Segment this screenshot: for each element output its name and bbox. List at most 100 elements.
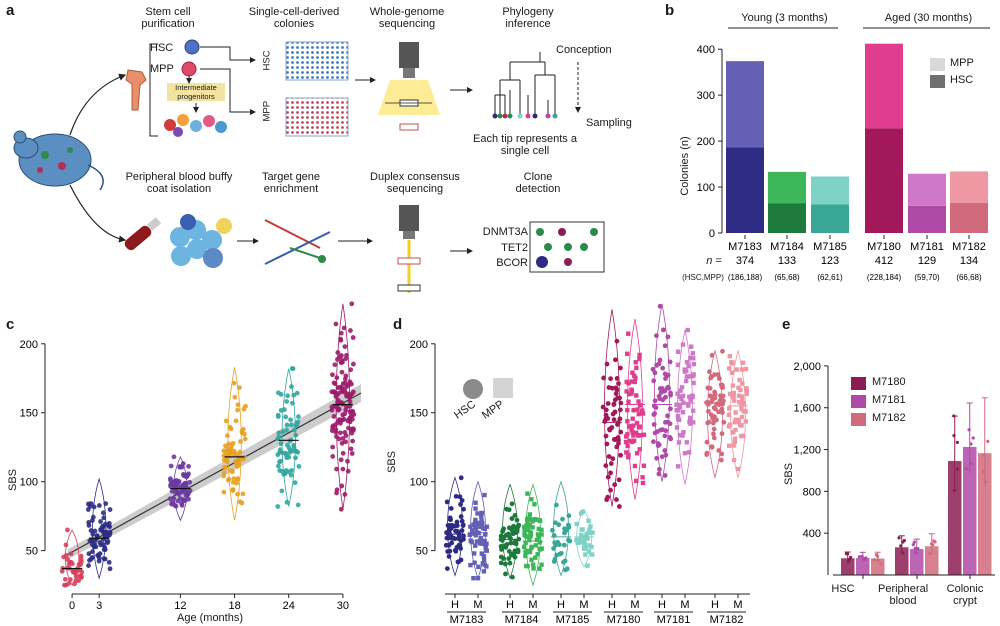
e-ytick-label-1: 800 xyxy=(803,486,821,498)
d-point-mpp xyxy=(691,356,696,361)
d-point-mpp xyxy=(479,551,484,556)
d-point-mpp xyxy=(632,379,638,385)
c-point xyxy=(171,495,177,501)
d-point-mpp xyxy=(529,497,534,502)
d-point-hsc xyxy=(553,502,559,508)
d-point-mpp xyxy=(640,480,646,486)
d-point-mpp xyxy=(690,408,696,413)
d-point-mpp xyxy=(483,532,488,537)
c-point xyxy=(68,551,74,557)
d-point-mpp xyxy=(677,432,683,438)
d-point-hsc xyxy=(603,463,609,469)
d-point-mpp xyxy=(637,447,642,452)
c-point xyxy=(279,488,285,494)
c-point xyxy=(283,414,289,420)
b-split-M7184: (65,68) xyxy=(774,273,800,282)
d-point-hsc xyxy=(562,530,567,536)
d-point-mpp xyxy=(632,463,638,469)
d-point-hsc xyxy=(656,471,662,477)
d-point-mpp xyxy=(533,555,538,560)
d-point-mpp xyxy=(625,419,630,424)
d-point-mpp xyxy=(523,540,528,545)
d-violin-M7180-mpp xyxy=(627,318,643,500)
d-point-mpp xyxy=(536,526,541,532)
d-point-hsc xyxy=(667,406,673,412)
b-ytick-label-1: 100 xyxy=(697,182,715,194)
d-point-hsc xyxy=(508,540,514,546)
c-point xyxy=(342,344,348,350)
e-point xyxy=(857,555,861,559)
b-split-M7185: (62,61) xyxy=(817,273,843,282)
c-point xyxy=(183,483,189,489)
d-point-mpp xyxy=(743,366,749,372)
d-point-hsc xyxy=(657,357,663,363)
d-point-mpp xyxy=(478,535,483,541)
e-point xyxy=(913,546,917,550)
d-point-hsc xyxy=(708,374,714,380)
phylogeny-tree-icon xyxy=(494,52,556,115)
step-phylogeny: Phylogeny inference xyxy=(502,6,554,30)
d-point-hsc xyxy=(506,507,512,513)
c-point xyxy=(296,414,301,420)
d-point-hsc xyxy=(720,385,726,390)
c-xlabel: Age (months) xyxy=(176,612,244,624)
d-point-mpp xyxy=(478,541,483,546)
d-point-hsc xyxy=(563,567,568,573)
d-point-hsc xyxy=(653,405,659,410)
d-tick-m-M7184: M xyxy=(528,599,537,611)
c-point xyxy=(347,393,352,399)
c-point xyxy=(63,542,69,548)
c-point xyxy=(90,549,95,554)
d-point-mpp xyxy=(626,452,631,458)
d-point-mpp xyxy=(684,360,690,365)
d-point-hsc xyxy=(461,506,466,512)
d-point-mpp xyxy=(688,421,693,426)
d-point-hsc xyxy=(650,366,656,372)
c-point xyxy=(224,433,230,439)
c-point xyxy=(330,372,335,378)
panel-letter-d: d xyxy=(393,316,403,333)
progenitors-label: Intermediate progenitors xyxy=(167,83,225,101)
d-point-hsc xyxy=(499,533,504,539)
d-point-mpp xyxy=(675,349,681,354)
c-point xyxy=(89,537,95,543)
d-point-hsc xyxy=(707,369,712,375)
c-point xyxy=(350,438,356,444)
d-point-mpp xyxy=(530,525,535,530)
d-violin-M7181-hsc xyxy=(654,303,670,482)
c-point xyxy=(107,566,113,572)
d-point-hsc xyxy=(511,551,517,557)
d-point-hsc xyxy=(499,547,504,552)
d-point-hsc xyxy=(456,534,462,540)
d-point-hsc xyxy=(503,571,508,577)
d-donor-M7184: M7184 xyxy=(505,614,539,626)
c-point xyxy=(338,330,344,336)
d-point-mpp xyxy=(676,417,681,422)
c-point xyxy=(225,477,231,483)
d-tick-h-M7181: H xyxy=(658,599,666,611)
panel-letter-a: a xyxy=(6,2,15,19)
c-point xyxy=(231,380,237,386)
d-donor-M7180: M7180 xyxy=(607,614,641,626)
d-point-mpp xyxy=(744,391,749,396)
b-xlabel-M7185: M7185 xyxy=(813,241,847,253)
d-point-hsc xyxy=(716,409,721,415)
c-point xyxy=(351,426,356,432)
e-point xyxy=(986,439,990,443)
d-point-hsc xyxy=(444,566,450,571)
d-point-hsc xyxy=(709,352,715,358)
d-point-hsc xyxy=(718,393,723,399)
d-point-mpp xyxy=(583,552,588,557)
d-point-hsc xyxy=(616,477,622,483)
c-point xyxy=(235,402,241,408)
c-point xyxy=(347,328,353,333)
plate-hsc-icon xyxy=(285,41,349,81)
c-point xyxy=(240,491,246,497)
c-point xyxy=(343,403,349,409)
d-point-mpp xyxy=(577,537,583,542)
d-point-mpp xyxy=(633,360,638,365)
c-point xyxy=(348,367,354,373)
group-young-label: Young (3 months) xyxy=(741,12,828,24)
d-point-mpp xyxy=(522,532,527,537)
step-duplex-sequencing: Duplex consensus sequencing xyxy=(370,171,460,195)
